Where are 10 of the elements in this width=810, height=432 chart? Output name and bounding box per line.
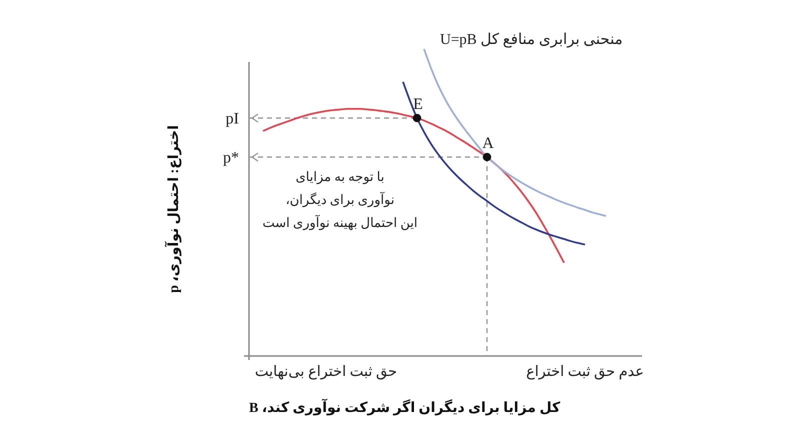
- series-label: E: [413, 96, 423, 114]
- x-axis-title: کل مزایا برای دیگران اگر شرکت نوآوری کند، B: [249, 398, 561, 416]
- series-label: pI: [226, 110, 239, 128]
- series-label: p*: [223, 150, 239, 167]
- series-label: A: [482, 135, 494, 152]
- x-tick-label: حق ثبت اختراع بی‌نهایت: [254, 364, 398, 380]
- annotation: با توجه به مزایای نوآوری برای دیگران، این احتمال بهینه نوآوری است: [262, 169, 418, 231]
- x-tick-label: عدم حق ثبت اختراع: [526, 364, 644, 380]
- series-label: منحنی برابری منافع کل U=pB: [440, 32, 623, 48]
- y-axis-title: اختراع: احتمال نوآوری، p: [164, 125, 182, 293]
